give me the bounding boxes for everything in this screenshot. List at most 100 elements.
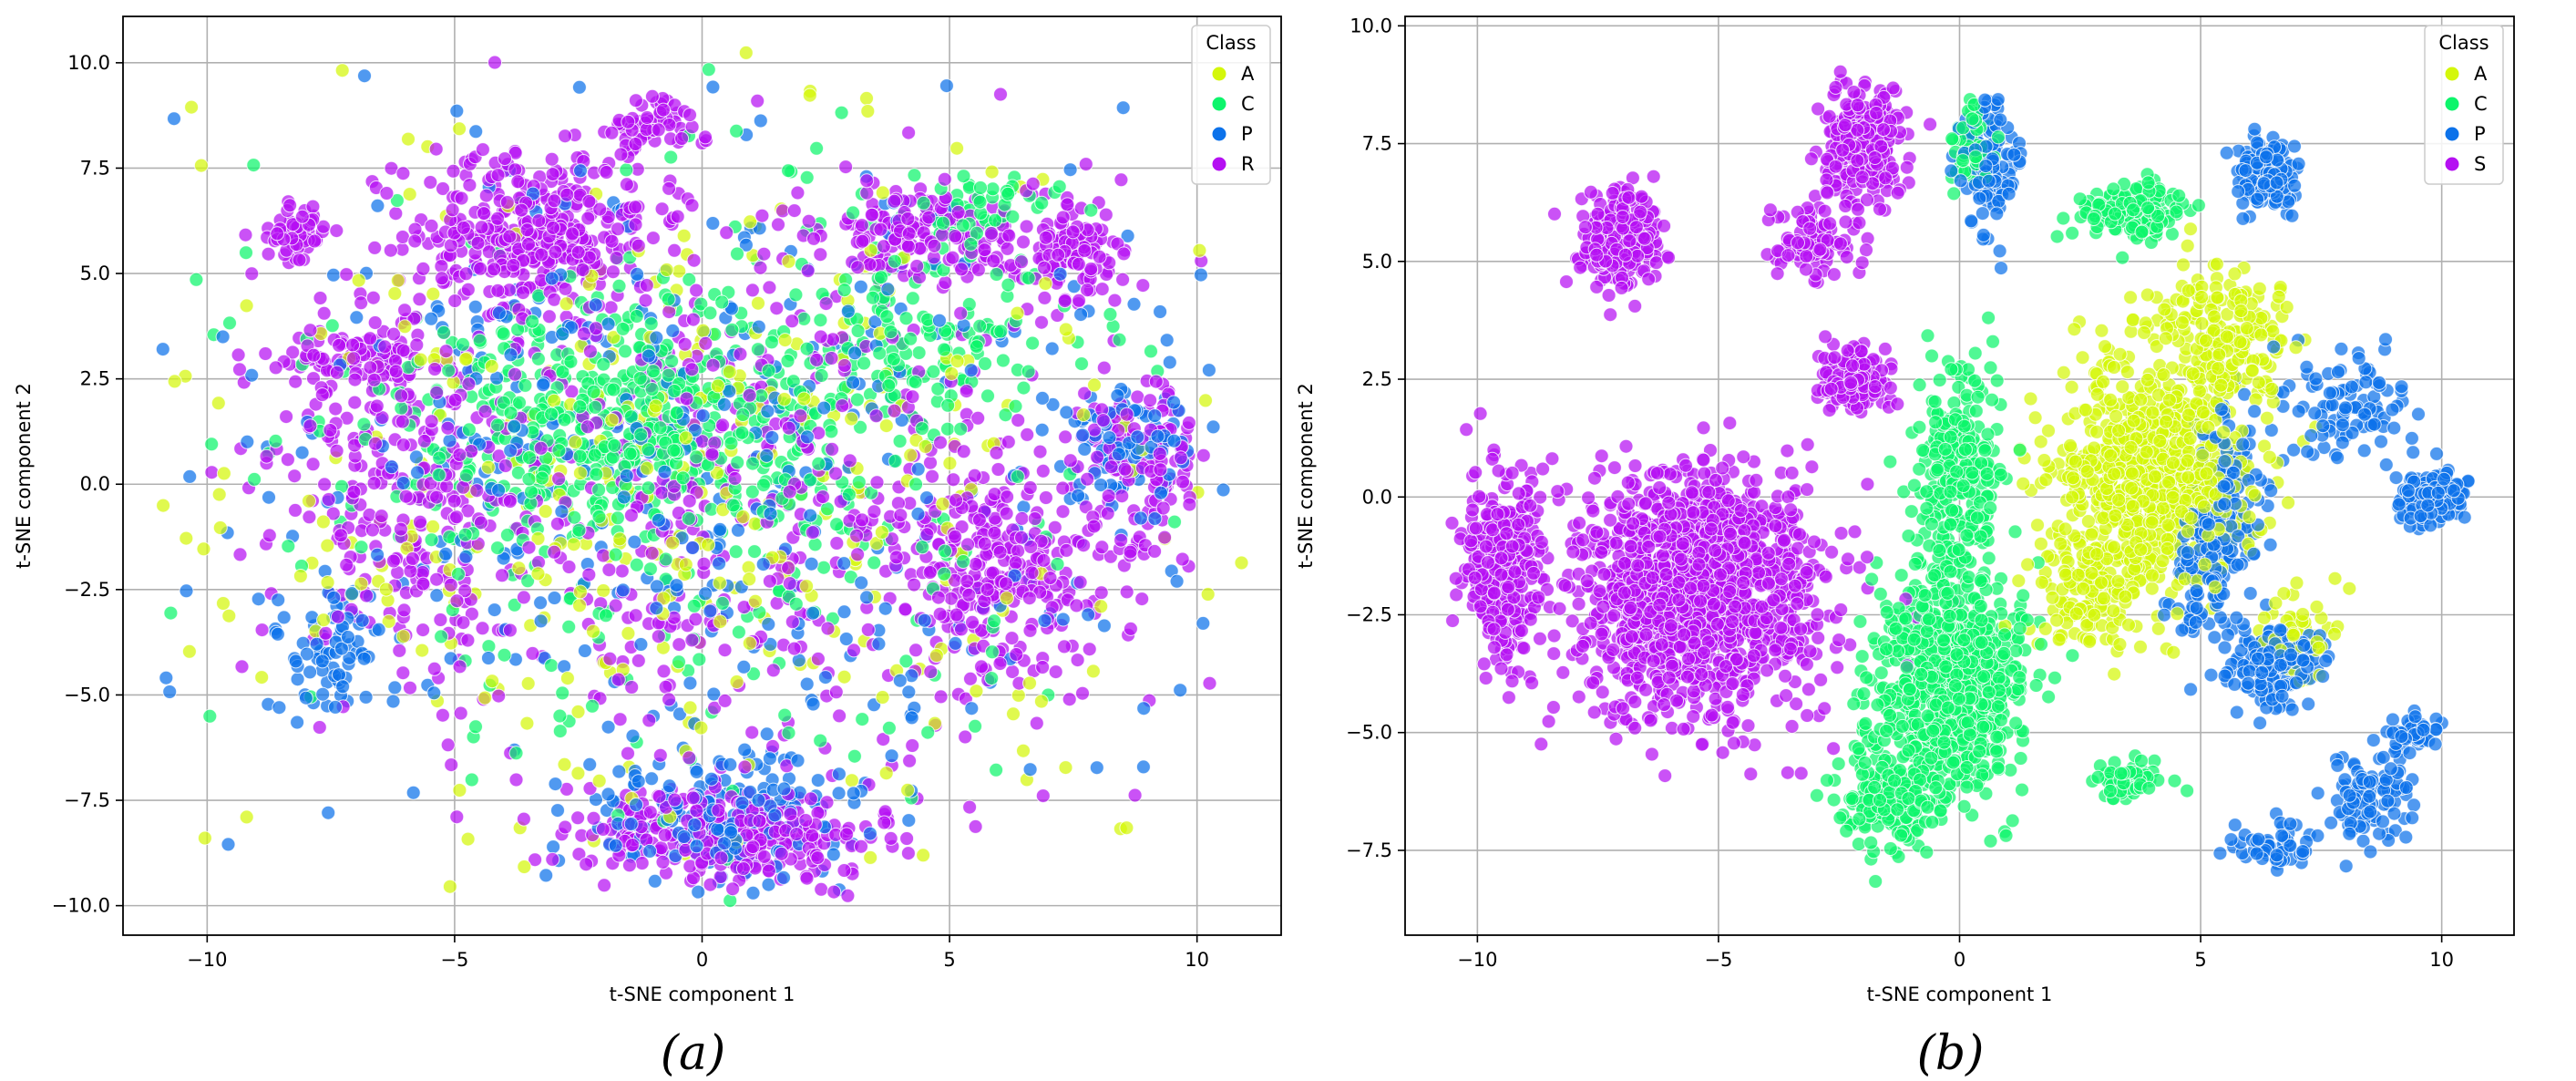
point-R-a <box>818 296 834 312</box>
point-R-a <box>393 521 408 537</box>
point-C-a <box>587 448 602 463</box>
point-R-a <box>416 433 432 448</box>
point-C-a <box>461 422 477 438</box>
point-P-a <box>1111 447 1126 462</box>
point-P-a <box>910 461 926 477</box>
point-R-a <box>1078 157 1093 172</box>
point-C-a <box>940 421 955 437</box>
point-A-a <box>678 557 693 572</box>
point-R-a <box>288 374 303 389</box>
point-R-a <box>887 193 902 209</box>
point-R-a <box>1035 660 1051 674</box>
point-R-a <box>313 291 328 305</box>
point-C-a <box>972 194 988 210</box>
point-R-a <box>1027 511 1042 526</box>
point-R-a <box>516 811 531 827</box>
point-A-b <box>2064 379 2079 395</box>
point-A-a <box>387 286 403 301</box>
point-C-a <box>881 378 897 394</box>
point-P-a <box>657 464 672 479</box>
point-C-a <box>761 363 776 378</box>
point-C-a <box>658 551 673 567</box>
point-P-a <box>649 601 664 616</box>
point-R-a <box>490 211 506 226</box>
point-R-a <box>651 122 666 138</box>
point-C-a <box>777 707 793 723</box>
point-R-a <box>1038 230 1053 245</box>
point-A-a <box>1200 587 1216 602</box>
point-R-a <box>905 389 920 405</box>
point-C-a <box>1005 209 1021 224</box>
point-P-a <box>799 676 815 692</box>
point-R-a <box>305 457 321 472</box>
point-C-a <box>1001 277 1016 293</box>
point-P-a <box>846 786 861 801</box>
point-C-a <box>781 726 796 741</box>
point-R-a <box>1019 219 1034 234</box>
point-A-a <box>1058 322 1073 337</box>
point-C-a <box>629 309 644 324</box>
point-C-a <box>850 324 866 338</box>
point-R-a <box>502 229 518 244</box>
x-tick-label-a: 10 <box>1185 949 1209 971</box>
point-R-a <box>652 747 668 763</box>
point-C-a <box>457 527 473 542</box>
point-P-a <box>751 319 766 335</box>
point-R-a <box>654 485 670 500</box>
point-A-a <box>221 608 237 623</box>
point-R-a <box>1058 429 1073 445</box>
point-P-a <box>442 433 457 448</box>
point-R-a <box>599 165 614 180</box>
point-R-a <box>992 544 1008 560</box>
point-P-a <box>491 305 507 321</box>
point-R-a <box>754 208 770 223</box>
point-P-a <box>884 748 899 764</box>
point-P-a <box>600 719 616 735</box>
point-C-a <box>202 708 218 724</box>
point-C-a <box>441 363 457 378</box>
point-R-a <box>443 577 458 592</box>
point-P-a <box>554 504 570 520</box>
point-C-a <box>978 356 992 371</box>
point-A-a <box>860 104 876 118</box>
point-A-a <box>777 333 793 348</box>
point-R-a <box>368 436 383 451</box>
point-C-a <box>591 509 607 524</box>
point-C-a <box>938 543 952 559</box>
point-R-a <box>412 292 427 307</box>
point-R-a <box>968 556 983 571</box>
point-R-a <box>628 217 643 232</box>
point-R-a <box>925 468 939 484</box>
point-R-a <box>1090 449 1105 465</box>
point-R-a <box>279 409 294 425</box>
point-A-a <box>1085 664 1101 679</box>
point-R-a <box>534 247 549 263</box>
point-P-a <box>1150 428 1165 444</box>
point-A-a <box>710 378 725 394</box>
point-R-a <box>774 846 789 861</box>
point-A-a <box>239 298 254 314</box>
point-C-a <box>615 321 631 336</box>
point-R-a <box>603 300 619 315</box>
point-R-a <box>445 202 460 218</box>
point-A-a <box>604 413 620 427</box>
point-R-a <box>654 201 670 217</box>
point-S-b <box>1627 458 1643 473</box>
point-A-a <box>179 530 194 546</box>
point-R-a <box>628 200 643 215</box>
point-A-a <box>713 614 728 630</box>
point-R-a <box>689 283 704 298</box>
point-C-a <box>703 305 718 321</box>
point-C-a <box>544 407 559 422</box>
point-C-a <box>956 169 971 184</box>
point-A-a <box>695 323 711 338</box>
point-R-a <box>611 672 626 687</box>
point-C-a <box>807 537 823 552</box>
point-P-a <box>588 297 603 313</box>
point-C-a <box>905 291 920 306</box>
point-P-a <box>710 821 725 837</box>
point-R-a <box>346 351 362 366</box>
x-tick-label-a: 5 <box>943 949 955 971</box>
point-R-a <box>545 167 560 182</box>
point-P-a <box>1077 441 1093 457</box>
